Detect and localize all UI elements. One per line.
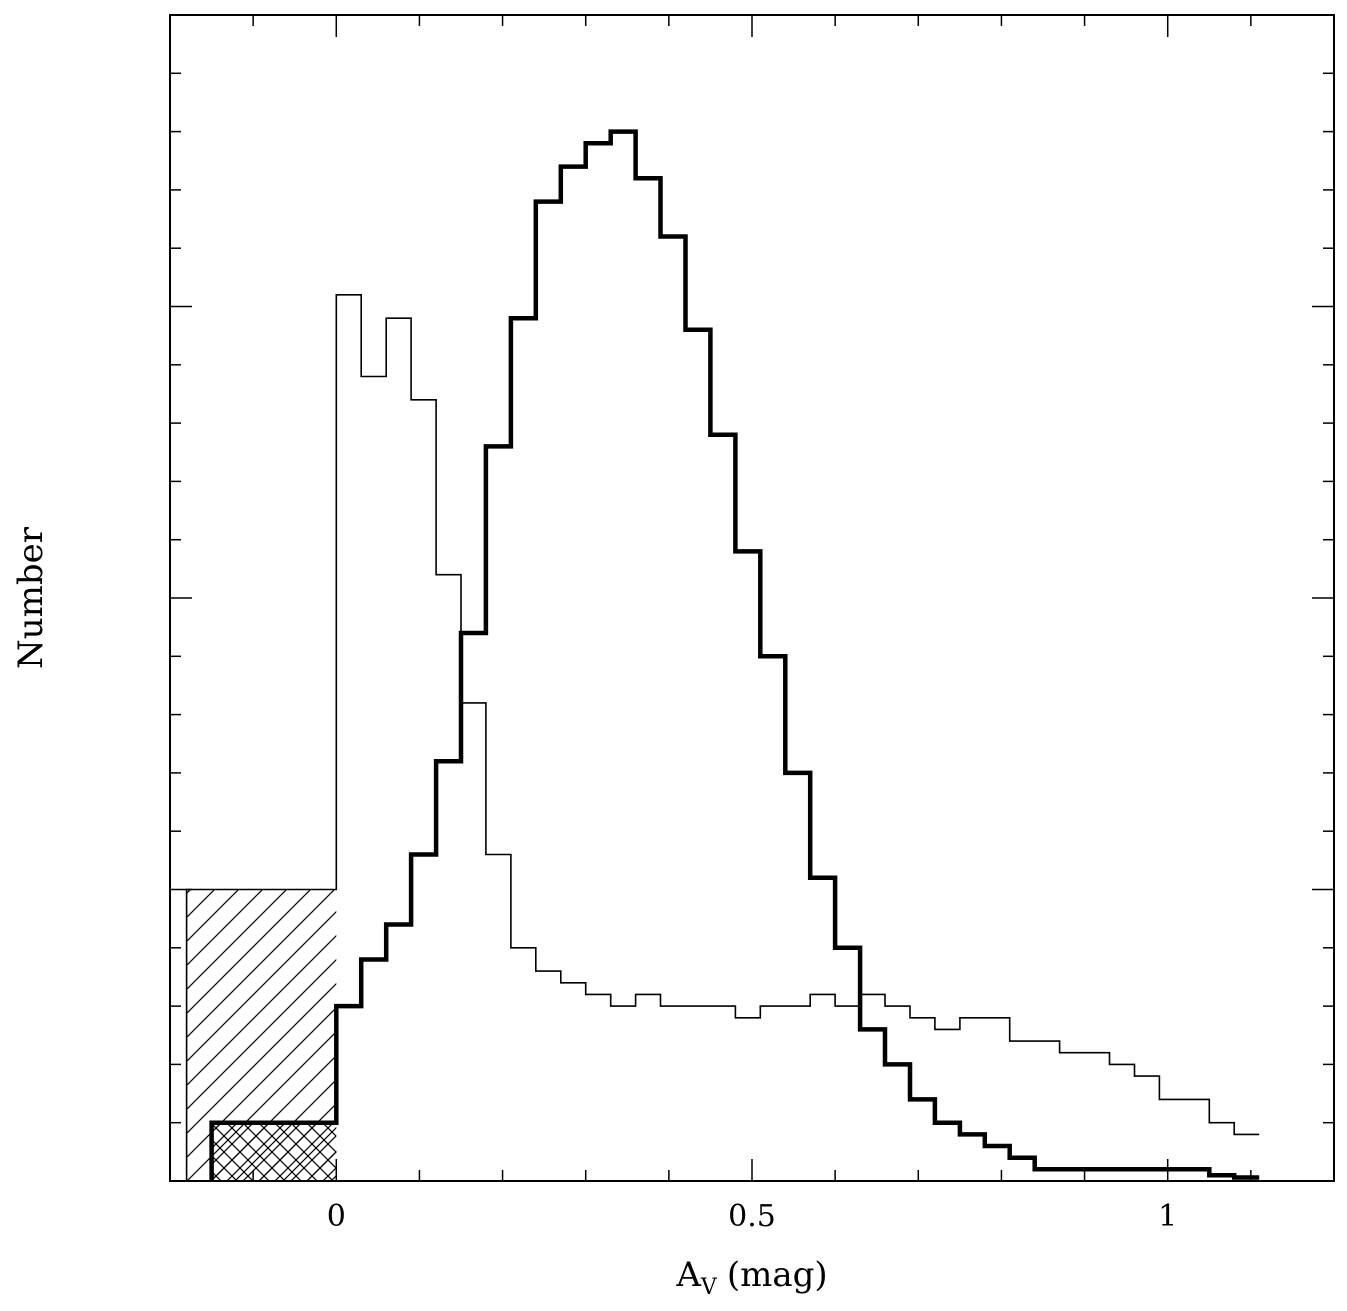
histogram-bin-thin bbox=[411, 400, 436, 1181]
histogram-bin-thick bbox=[785, 773, 810, 1181]
histogram-bin-thin bbox=[810, 994, 835, 1181]
histogram-bin-thick bbox=[361, 959, 386, 1181]
histogram-bin-thick bbox=[760, 656, 785, 1181]
histogram-bin-thin bbox=[1110, 1064, 1135, 1181]
histogram-bin-thick bbox=[835, 948, 860, 1181]
histogram-bin-thick bbox=[735, 551, 760, 1181]
histogram-bin-thick bbox=[611, 132, 636, 1181]
histogram-bin-thin bbox=[1234, 1134, 1259, 1181]
histogram-bin-thin bbox=[785, 1006, 810, 1181]
histogram-series bbox=[185, 129, 1260, 1181]
series-thin bbox=[185, 294, 1260, 1181]
histogram-bin-thin bbox=[1060, 1053, 1085, 1181]
histogram-bin-thin bbox=[561, 983, 586, 1181]
histogram-bin-thick bbox=[960, 1134, 985, 1181]
histogram-bin-thick bbox=[710, 435, 735, 1181]
histogram-bin-thin bbox=[536, 971, 561, 1181]
x-axis-label-unit: (mag) bbox=[727, 1255, 828, 1295]
histogram-bin-thin bbox=[835, 1006, 860, 1181]
histogram-bin-thick bbox=[685, 330, 710, 1181]
histogram-bin-thick bbox=[985, 1146, 1010, 1181]
histogram-bin-thick bbox=[336, 1006, 361, 1181]
histogram-bin-thick bbox=[885, 1064, 910, 1181]
histogram-bin-thin bbox=[735, 1018, 760, 1181]
histogram-bin-thin bbox=[336, 295, 361, 1181]
histogram-bin-thin bbox=[1085, 1053, 1110, 1181]
histogram-bin-thick bbox=[486, 446, 511, 1181]
histogram-bin-thin bbox=[935, 1029, 960, 1181]
x-axis-label: AV (mag) bbox=[675, 1255, 827, 1300]
histogram-bin-thick bbox=[1010, 1158, 1035, 1181]
histogram-bin-thin bbox=[1134, 1076, 1159, 1181]
histogram-bin-thin bbox=[685, 1006, 710, 1181]
x-tick-label: 0.5 bbox=[728, 1199, 776, 1234]
x-tick-label: 0 bbox=[327, 1199, 346, 1234]
histogram-bin-thin bbox=[1010, 1041, 1035, 1181]
x-axis-label-subscript: V bbox=[700, 1275, 718, 1300]
histogram-bin-thick bbox=[536, 202, 561, 1181]
histogram-bin-thin bbox=[710, 1006, 735, 1181]
histogram-bin-thin bbox=[636, 994, 661, 1181]
histogram-bin-thin bbox=[1035, 1041, 1060, 1181]
histogram-bin-thin bbox=[611, 1006, 636, 1181]
histogram-bin-thin bbox=[361, 376, 386, 1181]
histogram-bin-thin bbox=[661, 1006, 686, 1181]
series-thick bbox=[209, 129, 1260, 1181]
x-tick-label: 1 bbox=[1158, 1199, 1177, 1234]
plot-frame bbox=[169, 14, 1335, 1182]
histogram-bin-thin bbox=[860, 994, 885, 1181]
histogram-bin-thick bbox=[586, 143, 611, 1181]
histogram-bin-thin bbox=[461, 703, 486, 1181]
histogram-bin-thin bbox=[1209, 1123, 1234, 1181]
histogram-bin-thin bbox=[486, 855, 511, 1181]
histogram-bin-thick bbox=[860, 1029, 885, 1181]
histogram-bin-thin bbox=[885, 1006, 910, 1181]
histogram-bin-thick bbox=[511, 318, 536, 1181]
histogram-bin-thin bbox=[985, 1018, 1010, 1181]
histogram-bin-thick bbox=[436, 761, 461, 1181]
x-tick-labels: 0 0.5 1 bbox=[327, 1199, 1178, 1234]
histogram-bin-thick bbox=[561, 167, 586, 1181]
y-axis-label: Number bbox=[11, 526, 51, 669]
hatched-regions bbox=[186, 889, 337, 1181]
histogram-bin-thin bbox=[586, 994, 611, 1181]
histogram-bin-thick bbox=[661, 237, 686, 1181]
histogram-bin-thick bbox=[910, 1099, 935, 1181]
axis-ticks bbox=[169, 15, 1335, 1181]
histogram-bin-thick bbox=[411, 855, 436, 1181]
x-axis-label-main: A bbox=[675, 1255, 701, 1295]
hatched-region-crosshatch bbox=[211, 1122, 337, 1181]
histogram-bin-thin bbox=[436, 575, 461, 1181]
histogram-bin-thick bbox=[386, 924, 411, 1181]
histogram-bin-thin bbox=[386, 318, 411, 1181]
histogram-bin-thick bbox=[935, 1123, 960, 1181]
histogram-bin-thin bbox=[511, 948, 536, 1181]
histogram-bin-thick bbox=[636, 178, 661, 1181]
histogram-bin-thick bbox=[461, 633, 486, 1181]
histogram-bin-thick bbox=[810, 878, 835, 1181]
histogram-bin-thin bbox=[760, 1006, 785, 1181]
histogram-bin-thin bbox=[960, 1018, 985, 1181]
